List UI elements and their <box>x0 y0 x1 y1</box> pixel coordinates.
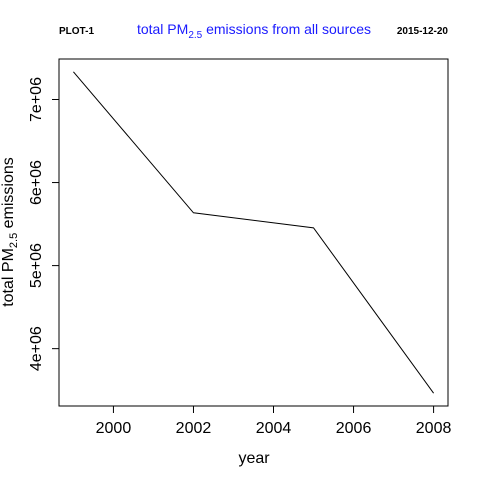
x-tick-label: 2008 <box>416 420 452 437</box>
plot-id-label: PLOT-1 <box>59 26 94 37</box>
y-axis-title-subscript: 2.5 <box>8 233 20 248</box>
chart-title: total PM2.5 emissions from all sources <box>137 21 371 41</box>
y-tick-label: 4e+06 <box>28 326 45 371</box>
y-axis-title-prefix: total PM <box>0 248 17 307</box>
chart-title-suffix: emissions from all sources <box>202 21 371 37</box>
chart-title-prefix: total PM <box>137 21 188 37</box>
x-tick-label: 2000 <box>96 420 132 437</box>
chart-title-subscript: 2.5 <box>188 30 202 41</box>
y-axis-title-suffix: emissions <box>0 157 17 233</box>
y-tick-label: 6e+06 <box>28 160 45 205</box>
x-axis: 2000 2002 2004 2006 2008 <box>96 405 452 437</box>
y-axis-title: total PM2.5 emissions <box>0 157 20 307</box>
x-axis-title: year <box>238 450 270 467</box>
date-label: 2015-12-20 <box>397 26 449 37</box>
x-tick-label: 2004 <box>256 420 292 437</box>
y-tick-label: 7e+06 <box>28 77 45 122</box>
plot-box <box>58 58 449 407</box>
x-tick-label: 2002 <box>176 420 212 437</box>
series-layer <box>73 71 434 394</box>
series-line <box>73 71 434 394</box>
x-tick-label: 2006 <box>336 420 372 437</box>
y-axis: 4e+06 5e+06 6e+06 7e+06 <box>28 77 60 371</box>
y-tick-label: 5e+06 <box>28 243 45 288</box>
